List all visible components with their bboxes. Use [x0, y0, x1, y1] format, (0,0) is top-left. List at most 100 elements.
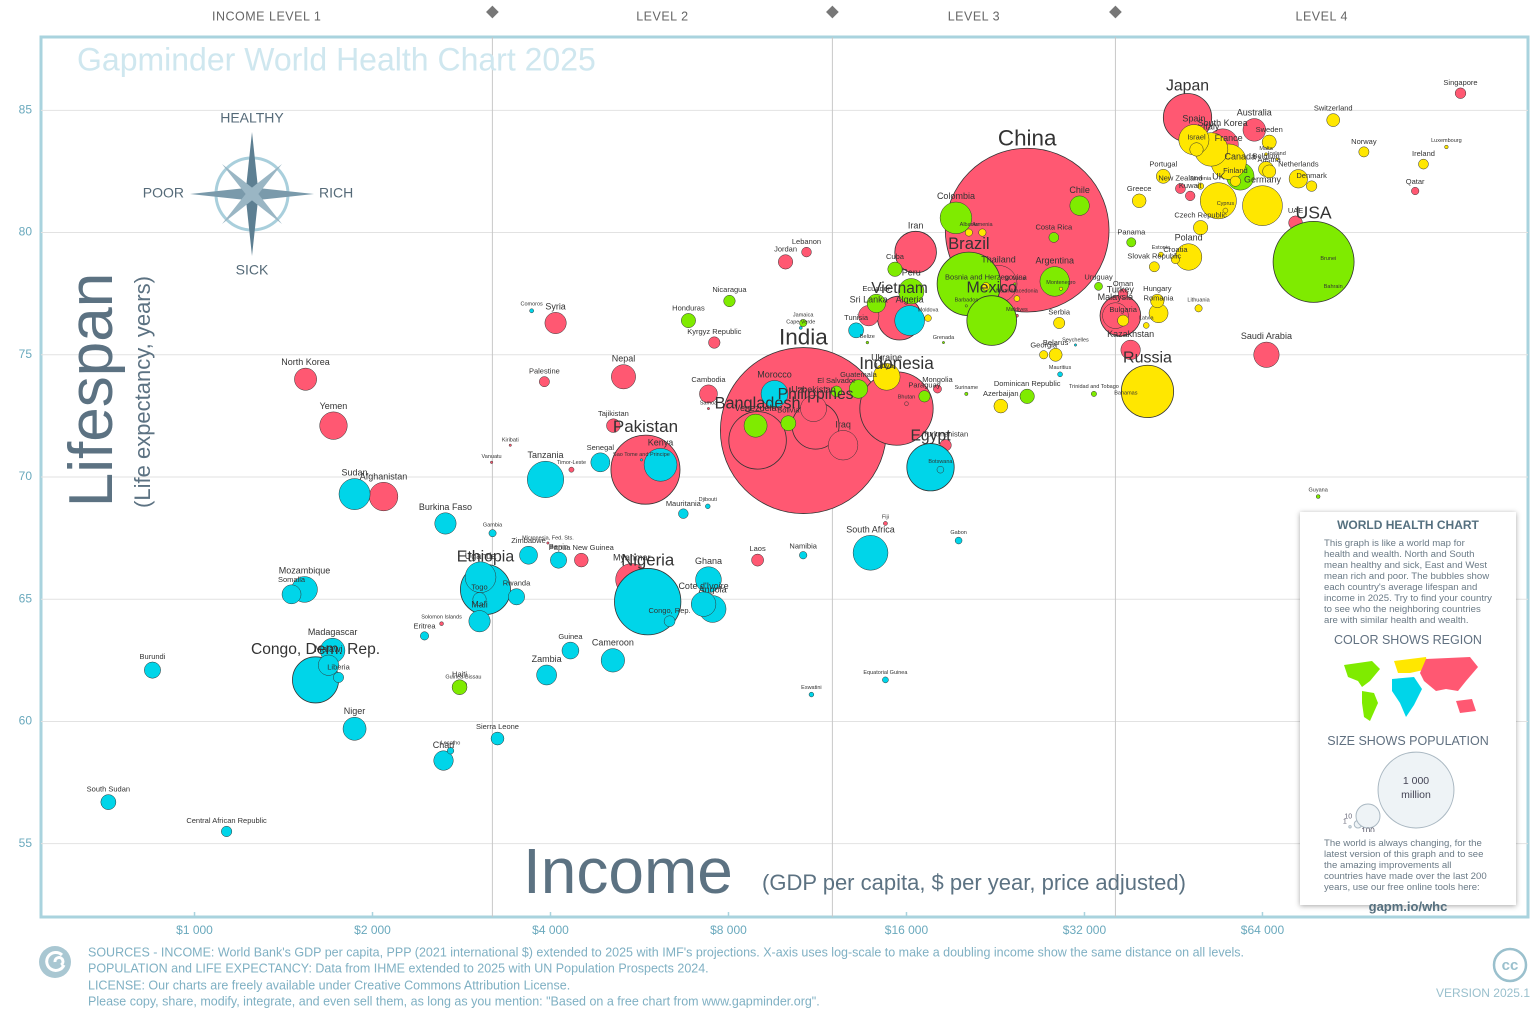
country-label: Togo	[471, 583, 487, 592]
country-label: Estonia	[1152, 245, 1171, 251]
bubble	[420, 631, 429, 641]
country-label: Czech Republic	[1174, 210, 1227, 219]
y-tick-label: 60	[19, 714, 33, 728]
income-level-marker	[826, 5, 839, 19]
bubble	[100, 794, 117, 810]
bubble	[319, 411, 348, 440]
bubble	[906, 443, 955, 492]
bubble	[728, 411, 787, 470]
bubble	[1242, 185, 1283, 226]
bubble	[1222, 207, 1229, 214]
country-label: Niger	[344, 706, 366, 716]
country-label: Sri Lanka	[850, 294, 888, 304]
bubble	[434, 512, 457, 535]
income-level-label: LEVEL 4	[1296, 9, 1348, 23]
bubble	[678, 508, 689, 519]
country-label: Uruguay	[1084, 272, 1113, 281]
country-label: North Macedonia	[996, 289, 1039, 295]
bubble	[1418, 158, 1429, 170]
bubble	[1069, 195, 1090, 216]
x-tick-label: $1 000	[176, 923, 213, 937]
bubble	[342, 716, 367, 741]
bubble	[1261, 134, 1277, 150]
bubble	[1185, 190, 1196, 201]
country-label: Papua New Guinea	[549, 543, 615, 552]
logo-mark	[45, 950, 66, 972]
bubble	[894, 230, 937, 274]
bubble	[865, 340, 870, 345]
country-label: Moldova	[918, 308, 940, 314]
country-label: Haiti	[452, 670, 467, 679]
country-label: Zimbabwe	[511, 536, 546, 545]
grid	[41, 37, 1528, 917]
country-label: Austria	[1258, 155, 1282, 164]
country-label: Hungary	[1143, 284, 1172, 293]
country-label: Samoa	[700, 401, 718, 407]
bubble	[800, 395, 827, 422]
country-label: Bolivia	[777, 406, 800, 415]
compass-point	[249, 191, 282, 224]
country-label: Timor-Leste	[557, 460, 586, 466]
bubble	[708, 336, 721, 349]
bubble	[964, 304, 968, 308]
country-label: Myanmar	[613, 552, 651, 562]
bubble	[1057, 371, 1063, 378]
info-link[interactable]: gapm.io/whc	[1368, 899, 1448, 914]
country-label: Uganda	[465, 551, 497, 561]
country-label: Bahrain	[1324, 284, 1343, 290]
bubble	[898, 278, 925, 305]
compass: HEALTHY POOR RICH SICK	[143, 110, 353, 278]
compass-point	[222, 164, 255, 197]
bubble	[1275, 157, 1279, 161]
bubble	[872, 363, 901, 391]
y-tick-label: 55	[19, 836, 33, 850]
bubble	[221, 825, 233, 837]
country-label: Panama	[1117, 228, 1146, 237]
bubble	[1189, 142, 1204, 157]
country-label: Eritrea	[413, 622, 436, 631]
info-closing-text: The world is always changing, for the la…	[1324, 838, 1487, 893]
country-label: Uzbekistan	[791, 384, 836, 394]
size-title: SIZE SHOWS POPULATION	[1327, 734, 1489, 748]
country-label: France	[1215, 133, 1243, 143]
bubble	[924, 314, 932, 322]
country-label: Jordan	[774, 245, 797, 254]
bubble	[799, 551, 808, 560]
country-label: Argentina	[1035, 256, 1074, 266]
bubble	[1326, 113, 1340, 127]
bubble	[1197, 182, 1205, 190]
country-label: China	[998, 125, 1057, 150]
bubble	[490, 460, 494, 464]
country-label: Iraq	[835, 419, 851, 429]
country-label: Mauritania	[666, 499, 702, 508]
country-label: Mongolia	[922, 375, 953, 384]
bubble	[1306, 180, 1318, 192]
country-label: Italy	[1203, 122, 1220, 132]
country-label: Vietnam	[871, 280, 928, 297]
country-label: Equatorial Guinea	[863, 670, 908, 676]
country-label: Kenya	[648, 437, 674, 447]
country-label: Norway	[1351, 137, 1377, 146]
country-label: Tajikistan	[598, 409, 629, 418]
bubble	[590, 452, 611, 473]
country-label: Belarus	[1043, 338, 1069, 347]
x-axis-label: Income	[523, 835, 733, 907]
country-label: Guinea-Bissau	[445, 675, 481, 681]
country-label: Ireland	[1412, 149, 1435, 158]
bubble	[1094, 282, 1103, 291]
country-label: Rwanda	[503, 579, 531, 588]
bubble	[144, 661, 161, 679]
country-label: India	[779, 325, 828, 350]
bubble	[954, 536, 963, 545]
bubble	[866, 293, 886, 313]
bubble	[333, 672, 344, 683]
country-label: Paraguay	[908, 381, 940, 390]
country-label: Kyrgyz Republic	[687, 327, 741, 336]
country-label: Bahamas	[1114, 390, 1137, 396]
bubble	[1175, 183, 1186, 194]
country-label: Belgium	[1252, 151, 1279, 160]
country-label: Ukraine	[871, 352, 902, 362]
country-label: Seychelles	[1062, 337, 1089, 343]
bubble	[1158, 251, 1164, 258]
bubble	[1132, 193, 1147, 208]
